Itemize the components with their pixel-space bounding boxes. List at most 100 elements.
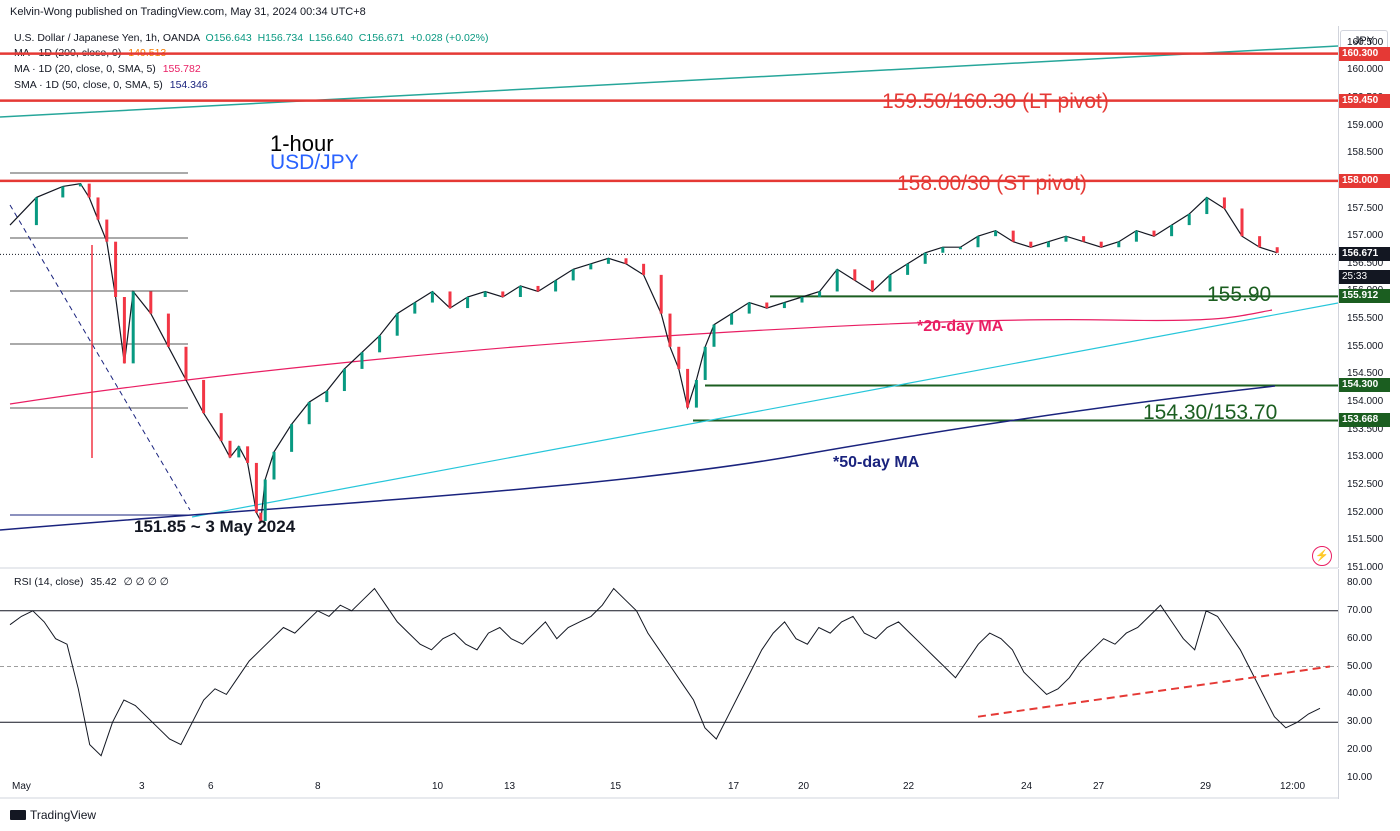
price-tick: 151.000 [1347,562,1384,573]
time-tick: 6 [208,781,214,792]
candle [360,352,364,369]
rsi-tick: 80.00 [1347,576,1373,588]
candle [941,247,945,253]
time-tick: 24 [1021,781,1033,792]
price-tick: 155.000 [1347,340,1384,352]
candle [1240,208,1244,237]
candle [78,183,82,187]
price-tick: 154.000 [1347,396,1384,408]
candle [958,247,962,250]
candle [994,230,998,237]
candle [342,368,346,392]
lt-trendline [0,45,1338,118]
ma20-annotation: *20-day MA [917,318,1004,335]
candle [1082,236,1086,242]
price-tick: 160.000 [1347,64,1384,76]
tradingview-footer[interactable]: TradingView [10,808,96,822]
ma20-value: 155.782 [162,63,201,75]
st-trendline [191,302,1338,518]
candle [272,451,276,480]
ma20-line [9,309,1273,405]
candle [712,324,716,347]
sma50-label: SMA · 1D (50, close, 0, SMA, 5) [14,79,163,91]
candle [536,285,540,292]
candle [430,291,434,303]
candle [87,183,91,198]
time-tick: 22 [903,781,915,792]
candle [184,346,188,380]
candle [1064,236,1068,242]
candle [34,197,38,226]
candle [703,346,707,380]
candle [642,263,646,275]
time-left-badge: 25:33 [1339,270,1390,284]
price-tick: 156.500 [1347,257,1384,269]
ohlc-values: O156.643 H156.734 L156.640 C156.671 +0.0… [203,32,489,44]
st-pivot-annotation: 158.00/30 (ST pivot) [897,172,1087,195]
price-tick: 154.500 [1347,368,1384,380]
candle [254,462,258,513]
candle [818,291,822,297]
price-chart[interactable] [0,0,1338,800]
time-tick: 10 [432,781,444,792]
rsi-axis[interactable]: 10.00 20.00 30.00 40.00 50.00 60.00 70.00 80.00 [1338,569,1400,799]
candle [677,346,681,369]
time-tick: 29 [1200,781,1212,792]
high-value: H156.734 [257,32,304,44]
price-badge: 160.300 [1339,46,1390,61]
price-badge: 158.000 [1339,173,1390,188]
candle [1258,236,1262,248]
candle [378,335,382,353]
publisher-credit: Kelvin-Wong published on TradingView.com… [10,6,366,18]
support2-annotation: 154.30/153.70 [1143,401,1278,424]
ma50-line [0,385,1276,531]
price-badge: 154.300 [1339,378,1390,393]
candle [1134,230,1138,242]
ma20-label: MA · 1D (20, close, 0, SMA, 5) [14,63,156,75]
rsi-tick: 70.00 [1347,604,1373,616]
price-badge: 159.450 [1339,93,1390,108]
ma20-legend[interactable]: MA · 1D (20, close, 0, SMA, 5) 155.782 [14,63,201,75]
rsi-legend[interactable]: RSI (14, close) 35.42 ∅ ∅ ∅ ∅ [14,576,169,588]
price-badge: 153.668 [1339,413,1390,428]
close-value: C156.671 [358,32,405,44]
rsi-tick: 60.00 [1347,632,1373,644]
candle [800,297,804,303]
candle [202,379,206,414]
rsi-tick: 30.00 [1347,716,1373,728]
symbol-legend: U.S. Dollar / Japanese Yen, 1h, OANDA O1… [14,32,488,44]
price-tick: 157.000 [1347,230,1384,242]
time-tick: 3 [139,781,145,792]
support1-annotation: 155.90 [1207,283,1272,306]
candle [1117,241,1121,248]
rsi-tick: 40.00 [1347,688,1373,700]
candle [1099,241,1103,248]
candle [870,280,874,292]
time-tick: 17 [728,781,740,792]
candle [923,252,927,264]
low-annotation: 151.85 ~ 3 May 2024 [134,517,296,536]
rsi-label: RSI (14, close) [14,576,84,588]
candle [105,219,109,242]
time-tick: 27 [1093,781,1105,792]
flash-icon[interactable]: ⚡ [1312,546,1332,566]
candle [166,313,170,347]
price-axis[interactable]: 151.000 151.500 152.000 152.500 153.000 153.5… [1338,26,1400,573]
time-tick: 20 [798,781,810,792]
time-tick: 15 [610,781,622,792]
candle [228,440,232,458]
candle [835,269,839,292]
candle [122,297,126,364]
candle [259,512,263,521]
candle [325,391,329,403]
sma50-legend[interactable]: SMA · 1D (50, close, 0, SMA, 5) 154.346 [14,79,208,91]
candle [246,446,250,463]
candle [263,479,267,521]
time-tick: 8 [315,781,321,792]
timeframe-annotation: 1-hour [270,131,334,156]
time-axis[interactable]: May 3 6 8 10 13 15 17 20 22 24 27 29 12:00 [0,778,1338,798]
low-value: L156.640 [309,32,353,44]
candle [1011,230,1015,242]
candle [1187,214,1191,226]
symbol-title: U.S. Dollar / Japanese Yen, 1h, OANDA [14,32,200,44]
